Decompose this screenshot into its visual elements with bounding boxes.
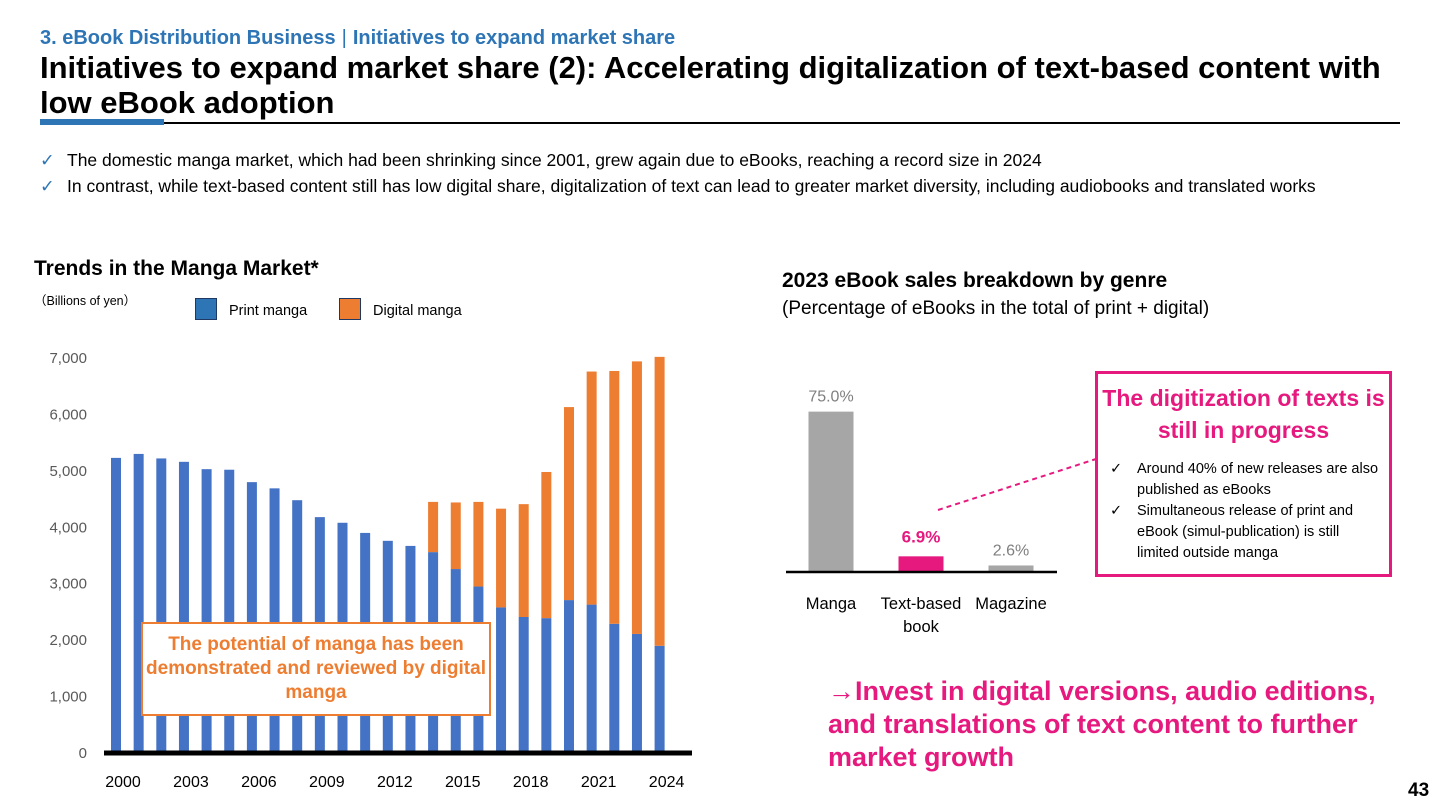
print-manga-bar [541, 618, 552, 753]
print-manga-bar [224, 469, 235, 753]
x-tick-label: 2018 [513, 774, 549, 791]
genre-bar [988, 565, 1034, 571]
manga-chart-title: Trends in the Manga Market* [34, 257, 319, 280]
genre-category-label: Text-based [881, 595, 962, 613]
summary-bullets: ✓ The domestic manga market, which had b… [40, 147, 1370, 199]
breadcrumb-separator: | [341, 27, 347, 49]
print-manga-bar [496, 607, 507, 753]
print-manga-bar [586, 604, 597, 753]
title-accent-bar [40, 119, 164, 125]
genre-chart-title: 2023 eBook sales breakdown by genre [782, 269, 1168, 292]
genre-category-label: Manga [806, 595, 857, 613]
y-tick-label: 3,000 [49, 576, 87, 593]
digitization-list: ✓ Around 40% of new releases are also pu… [1110, 459, 1380, 564]
print-manga-bar [246, 482, 257, 753]
x-tick-label: 2015 [445, 774, 481, 791]
y-tick-label: 7,000 [49, 350, 87, 367]
print-manga-bar [631, 633, 642, 753]
genre-bar [808, 411, 854, 571]
connector-dashed-line [937, 458, 1097, 511]
digitization-callout: The digitization of texts is still in pr… [1095, 371, 1392, 577]
genre-category-label: Magazine [975, 595, 1047, 613]
y-tick-label: 4,000 [49, 519, 87, 536]
check-icon: ✓ [1110, 503, 1123, 519]
print-manga-bar [156, 458, 167, 753]
x-tick-label: 2000 [105, 774, 141, 791]
manga-market-chart: 0 1,000 2,000 3,000 4,000 5,000 6,000 7,000 2000… [49, 350, 692, 791]
x-tick-label: 2009 [309, 774, 345, 791]
x-tick-label: 2003 [173, 774, 209, 791]
print-manga-bar [269, 488, 280, 753]
print-manga-bar [609, 623, 620, 753]
genre-breakdown-chart: 75.0% Manga 6.9% Text-based book 2.6% Magazine [786, 389, 1057, 636]
genre-value-label: 2.6% [993, 542, 1029, 559]
check-icon: ✓ [1110, 461, 1123, 477]
print-manga-bar [133, 453, 144, 753]
digital-manga-bar [428, 501, 439, 553]
section-breadcrumb: 3. eBook Distribution Business | Initiativ… [40, 27, 675, 50]
y-tick-label: 6,000 [49, 406, 87, 423]
conclusion-statement: →Invest in digital versions, audio editi… [828, 676, 1376, 772]
print-manga-bar [654, 645, 665, 753]
legend-label-digital: Digital manga [373, 303, 462, 319]
y-tick-label: 5,000 [49, 463, 87, 480]
legend-label-print: Print manga [229, 303, 308, 319]
page-number: 43 [1408, 780, 1430, 801]
digital-manga-bar [564, 407, 574, 601]
x-tick-label: 2012 [377, 774, 413, 791]
genre-chart-subtitle: (Percentage of eBooks in the total of pr… [782, 298, 1210, 319]
digital-manga-bar [450, 502, 461, 570]
digitization-item: ✓ Around 40% of new releases are also pu… [1110, 459, 1380, 501]
print-manga-bar [111, 457, 121, 753]
digital-manga-bar [541, 471, 552, 619]
manga-potential-callout: The potential of manga has been demonstr… [141, 622, 491, 716]
print-manga-bar [201, 469, 212, 753]
genre-bar [898, 556, 944, 571]
x-tick-label: 2021 [581, 774, 617, 791]
bullet-text: In contrast, while text-based content st… [67, 176, 1316, 196]
digital-manga-bar [609, 370, 620, 624]
digitization-item: ✓ Simultaneous release of print and eBoo… [1110, 501, 1380, 564]
digital-manga-bar [518, 504, 529, 618]
genre-value-label: 75.0% [808, 389, 853, 406]
check-icon: ✓ [40, 176, 55, 196]
digital-manga-bar [631, 361, 642, 634]
print-manga-bar [564, 600, 574, 753]
digital-manga-bar [586, 371, 597, 605]
manga-potential-text: The potential of manga has been demonstr… [146, 634, 486, 703]
check-icon: ✓ [40, 150, 55, 170]
summary-bullet: ✓ The domestic manga market, which had b… [40, 147, 1370, 173]
digital-manga-bar [473, 501, 484, 587]
y-tick-label: 1,000 [49, 689, 87, 706]
print-manga-bar [178, 461, 189, 753]
genre-category-label: book [903, 618, 940, 636]
digitization-heading: The digitization of texts is still in pr… [1102, 385, 1385, 443]
page-title: Initiatives to expand market share (2): … [40, 50, 1381, 120]
legend-swatch-digital [339, 298, 361, 320]
section-label: 3. eBook Distribution Business [40, 27, 336, 49]
manga-chart-unit: （Billions of yen） [34, 294, 137, 308]
y-tick-label: 2,000 [49, 632, 87, 649]
summary-bullet: ✓ In contrast, while text-based content … [40, 173, 1370, 199]
x-tick-label: 2006 [241, 774, 277, 791]
y-tick-label: 0 [79, 745, 87, 762]
print-manga-bar [518, 617, 529, 753]
callout-connector [937, 458, 1097, 511]
title-divider [40, 122, 1400, 124]
digitization-item-text: Simultaneous release of print and eBook … [1137, 503, 1354, 561]
digital-manga-bar [654, 356, 665, 646]
digitization-item-text: Around 40% of new releases are also publ… [1137, 461, 1379, 498]
genre-value-label: 6.9% [902, 527, 941, 546]
subsection-label: Initiatives to expand market share [352, 27, 676, 49]
x-tick-label: 2024 [649, 774, 685, 791]
digital-manga-bar [496, 508, 507, 608]
legend-swatch-print [195, 298, 217, 320]
bullet-text: The domestic manga market, which had bee… [67, 150, 1042, 170]
